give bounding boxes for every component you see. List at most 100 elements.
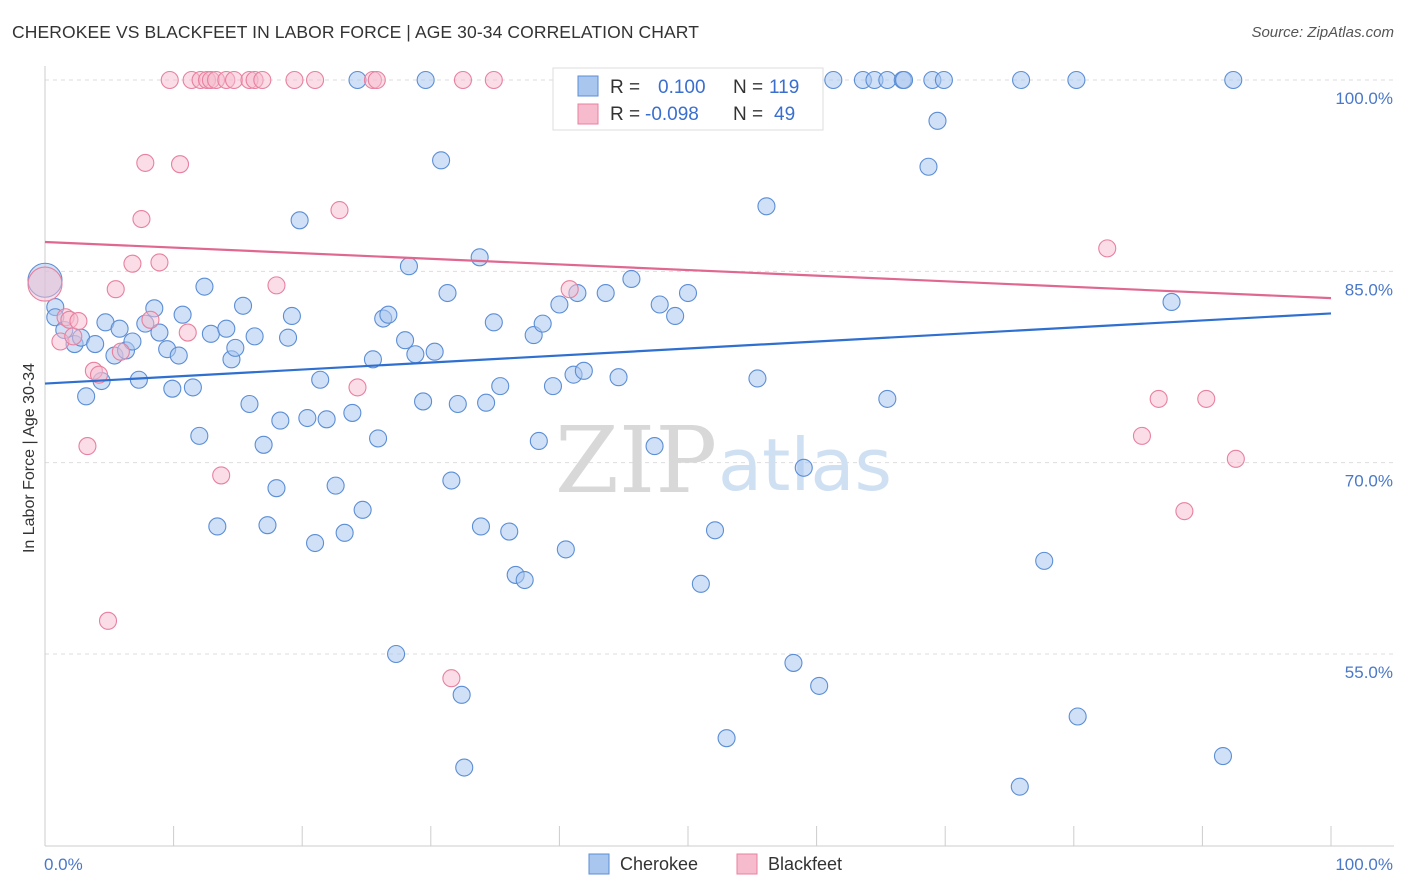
cherokee-point xyxy=(529,431,548,451)
blackfeet-point xyxy=(69,312,88,331)
cherokee-point xyxy=(556,540,575,559)
cherokee-point xyxy=(470,248,489,267)
blackfeet-point xyxy=(132,209,151,229)
cherokee-point xyxy=(363,350,382,369)
y-tick-label: 85.0% xyxy=(1345,280,1393,299)
blackfeet-point xyxy=(253,70,272,90)
cherokee-point xyxy=(894,70,914,90)
cherokee-point xyxy=(123,332,142,351)
blackfeet-point xyxy=(330,201,349,220)
cherokee-point xyxy=(267,479,286,498)
legend-n-cherokee: 119 xyxy=(769,77,799,98)
cherokee-point xyxy=(691,574,710,593)
legend-swatch-blackfeet xyxy=(577,103,599,125)
cherokee-point xyxy=(794,458,813,477)
blackfeet-point xyxy=(484,70,503,90)
cherokee-point xyxy=(500,522,519,541)
blackfeet-point xyxy=(560,280,579,299)
cherokee-point xyxy=(705,521,725,540)
cherokee-point xyxy=(1067,70,1086,90)
cherokee-point xyxy=(1068,707,1087,726)
cherokee-point xyxy=(471,517,491,536)
cherokee-point xyxy=(240,394,259,414)
blackfeet-point xyxy=(1132,426,1152,445)
legend-n-label-cherokee: N = xyxy=(733,77,763,98)
cherokee-point xyxy=(438,283,457,303)
cherokee-point xyxy=(533,314,552,333)
cherokee-point xyxy=(717,729,736,748)
cherokee-point xyxy=(824,70,843,90)
cherokee-point xyxy=(311,370,330,389)
blackfeet-point xyxy=(136,153,155,172)
cherokee-point xyxy=(491,377,510,396)
blackfeet-point xyxy=(306,70,325,90)
legend-n-blackfeet: 49 xyxy=(774,104,795,125)
cherokee-point xyxy=(406,345,425,364)
legend-r-label-blackfeet: R = xyxy=(610,104,640,125)
cherokee-point xyxy=(290,211,309,230)
cherokee-point xyxy=(77,387,96,406)
bottom-legend-swatch-cherokee xyxy=(588,853,610,875)
cherokee-point xyxy=(432,151,451,170)
cherokee-point xyxy=(425,342,444,361)
cherokee-point xyxy=(609,368,628,387)
cherokee-point xyxy=(442,471,461,490)
cherokee-point xyxy=(173,305,192,324)
cherokee-point xyxy=(317,410,336,429)
legend-r-label-cherokee: R = xyxy=(610,77,640,98)
cherokee-point xyxy=(645,437,664,456)
y-tick-label: 70.0% xyxy=(1345,472,1393,491)
correlation-legend: R = 0.100 N = 119 R = -0.098 N = 49 xyxy=(552,67,824,131)
axes xyxy=(44,66,1394,847)
blackfeet-point xyxy=(367,70,386,90)
blackfeet-point xyxy=(170,155,190,174)
legend-swatch-cherokee xyxy=(577,75,599,97)
blackfeet-points xyxy=(27,70,1245,688)
cherokee-trend-line xyxy=(44,312,1332,385)
cherokee-point xyxy=(150,323,169,342)
cherokee-point xyxy=(678,283,698,303)
watermark: ZIP atlas xyxy=(555,407,892,514)
cherokee-point xyxy=(217,319,236,338)
blackfeet-point xyxy=(78,437,97,456)
chart-title: CHEROKEE VS BLACKFEET IN LABOR FORCE | A… xyxy=(12,22,700,42)
blackfeet-point xyxy=(1226,449,1245,468)
cherokee-point xyxy=(414,392,433,411)
cherokee-point xyxy=(208,517,227,536)
trend-lines xyxy=(44,240,1332,385)
cherokee-point xyxy=(348,70,367,90)
cherokee-point xyxy=(195,277,214,296)
y-tick-label: 100.0% xyxy=(1335,89,1393,108)
blackfeet-point xyxy=(160,70,179,90)
blackfeet-point xyxy=(1098,239,1117,258)
cherokee-point xyxy=(86,334,105,354)
cherokee-point xyxy=(110,319,129,338)
cherokee-point xyxy=(1010,777,1029,796)
blackfeet-point xyxy=(267,276,286,295)
cherokee-point xyxy=(543,377,563,396)
cherokee-point xyxy=(1162,292,1181,311)
blackfeet-point xyxy=(178,323,197,342)
cherokee-point xyxy=(1224,70,1243,90)
cherokee-point xyxy=(254,435,273,454)
cherokee-point xyxy=(399,257,418,276)
blackfeet-point xyxy=(453,70,473,90)
blackfeet-point xyxy=(64,327,83,346)
watermark-zip: ZIP xyxy=(555,407,717,514)
cherokee-point xyxy=(934,70,953,90)
cherokee-point xyxy=(298,408,317,428)
cherokee-point xyxy=(271,411,290,430)
x-tick-label: 100.0% xyxy=(1335,855,1393,874)
blackfeet-point xyxy=(212,466,231,485)
cherokee-point xyxy=(379,305,398,324)
cherokee-point xyxy=(258,516,277,535)
cherokee-point xyxy=(919,157,938,176)
cherokee-point xyxy=(183,378,202,397)
bottom-legend-label-blackfeet: Blackfeet xyxy=(768,854,842,874)
cherokee-point xyxy=(190,426,209,445)
cherokee-point xyxy=(343,403,362,422)
cherokee-point xyxy=(448,394,467,414)
blackfeet-point xyxy=(1175,502,1194,521)
cherokee-point xyxy=(515,570,534,590)
cherokee-point xyxy=(596,283,615,303)
